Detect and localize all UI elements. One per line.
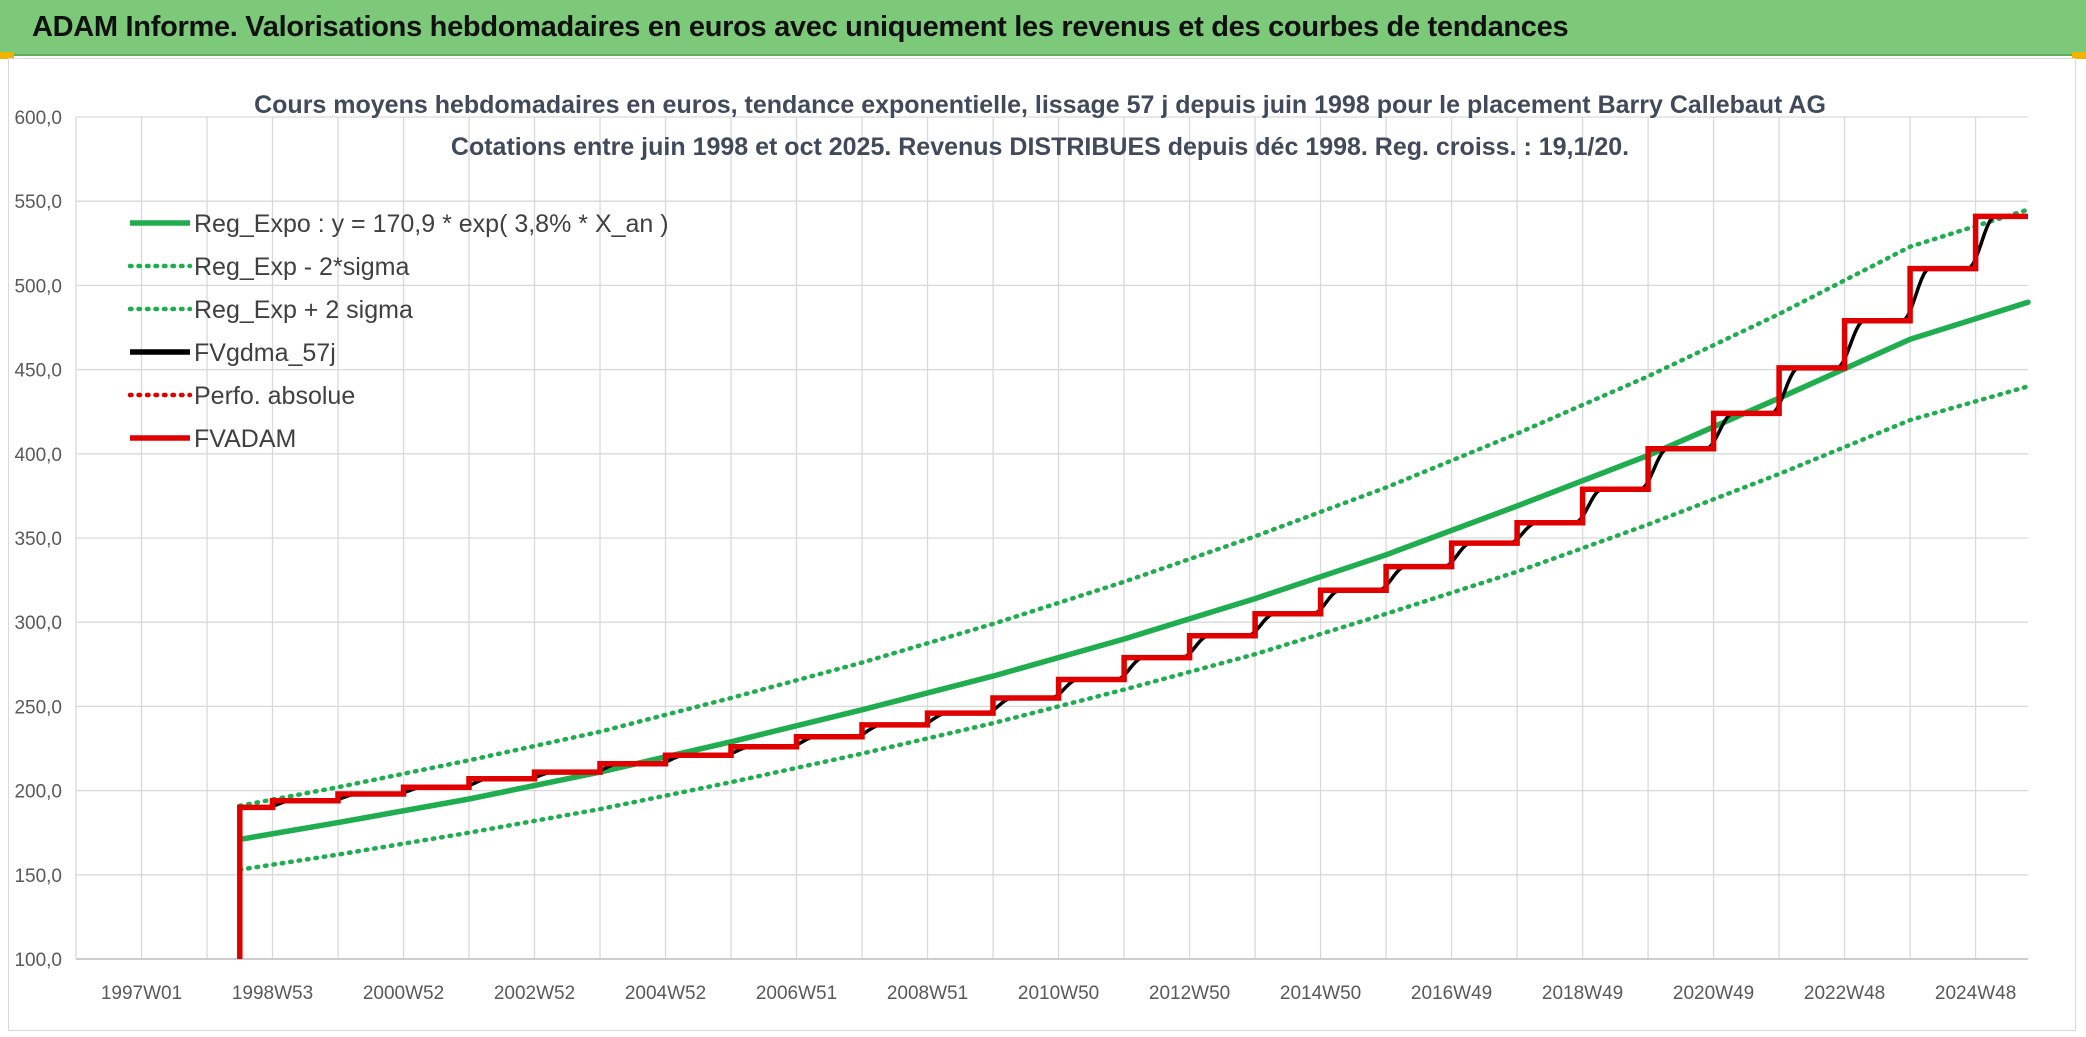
x-tick-label: 2020W49 — [1673, 983, 1754, 1004]
y-tick-label: 200,0 — [14, 782, 62, 803]
y-axis-tick-labels: 100,0 150,0 200,0 250,0 300,0 350,0 400,0 450,0… — [14, 108, 62, 971]
legend-label: Reg_Exp - 2*sigma — [194, 253, 409, 281]
chart-series — [237, 207, 2031, 959]
x-tick-label: 2024W48 — [1935, 983, 2016, 1004]
chart-gridlines — [75, 116, 2028, 960]
fvadam-line — [237, 213, 2028, 959]
chart-frame — [8, 58, 2076, 1031]
x-tick-label: 2014W50 — [1280, 983, 1361, 1004]
y-tick-label: 600,0 — [14, 108, 62, 129]
x-tick-label: 2006W51 — [756, 983, 837, 1004]
y-tick-label: 450,0 — [14, 361, 62, 382]
chart-title-line-1: Cours moyens hebdomadaires en euros, ten… — [254, 91, 1826, 119]
x-tick-label: 2010W50 — [1018, 983, 1099, 1004]
y-tick-label: 500,0 — [14, 276, 62, 297]
chart-title-line-2: Cotations entre juin 1998 et oct 2025. R… — [451, 133, 1629, 161]
legend-label: Reg_Exp + 2 sigma — [194, 296, 413, 324]
x-tick-label: 2012W50 — [1149, 983, 1230, 1004]
x-tick-label: 2004W52 — [625, 983, 706, 1004]
corner-mark-top-left — [0, 52, 14, 59]
x-tick-label: 1998W53 — [232, 983, 313, 1004]
legend-label: FVADAM — [194, 425, 296, 453]
y-tick-label: 150,0 — [14, 866, 62, 887]
report-banner: ADAM Informe. Valorisations hebdomadaire… — [0, 0, 2086, 56]
x-tick-label: 2008W51 — [887, 983, 968, 1004]
fvgdma-57j-line — [239, 214, 2028, 810]
y-tick-label: 550,0 — [14, 192, 62, 213]
legend-label: Perfo. absolue — [194, 382, 355, 410]
x-tick-label: 1997W01 — [101, 983, 182, 1004]
chart-legend: Reg_Expo : y = 170,9 * exp( 3,8% * X_an … — [127, 210, 669, 453]
report-title: ADAM Informe. Valorisations hebdomadaire… — [32, 11, 1569, 43]
x-tick-label: 2022W48 — [1804, 983, 1885, 1004]
x-tick-label: 2002W52 — [494, 983, 575, 1004]
x-tick-label: 2000W52 — [363, 983, 444, 1004]
reg-exp-minus-2sigma-line — [237, 384, 2031, 872]
y-tick-label: 250,0 — [14, 697, 62, 718]
reg-exp-plus-2sigma-line — [237, 207, 2031, 809]
y-tick-label: 350,0 — [14, 529, 62, 550]
x-tick-label: 2016W49 — [1411, 983, 1492, 1004]
reg-expo-line — [237, 299, 2031, 843]
legend-label: Reg_Expo : y = 170,9 * exp( 3,8% * X_an … — [194, 210, 669, 238]
y-tick-label: 100,0 — [14, 950, 62, 971]
corner-mark-top-right — [2072, 52, 2086, 59]
y-tick-label: 400,0 — [14, 445, 62, 466]
legend-label: FVgdma_57j — [194, 339, 336, 367]
x-axis-tick-labels: 1997W01 1998W53 2000W52 2002W52 2004W52 2006W… — [101, 983, 2016, 1004]
x-tick-label: 2018W49 — [1542, 983, 1623, 1004]
y-tick-label: 300,0 — [14, 613, 62, 634]
